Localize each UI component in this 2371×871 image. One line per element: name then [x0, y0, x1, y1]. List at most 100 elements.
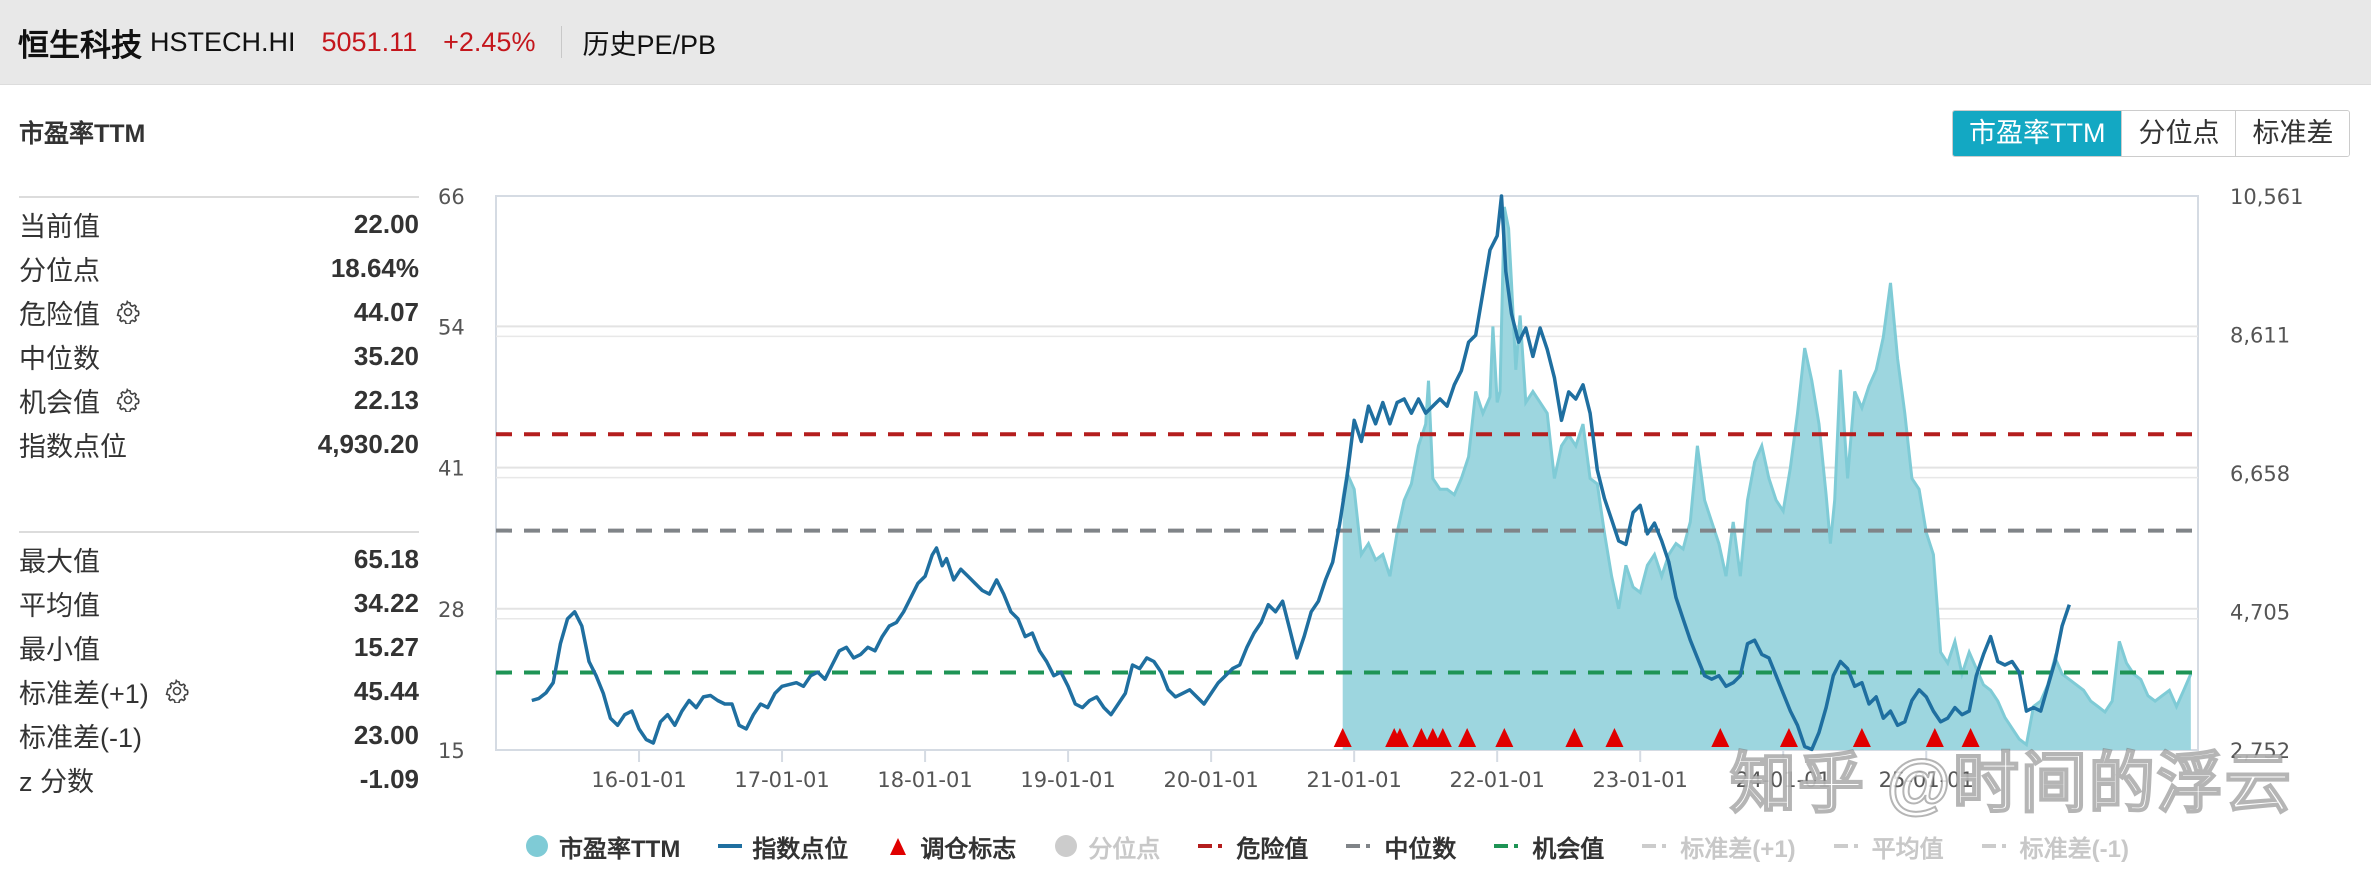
svg-text:21-01-01: 21-01-01	[1306, 768, 1401, 792]
gear-icon[interactable]	[165, 679, 189, 703]
svg-text:28: 28	[438, 598, 465, 622]
svg-text:10,561: 10,561	[2230, 185, 2303, 209]
svg-text:20-01-01: 20-01-01	[1163, 768, 1258, 792]
tab-percentile[interactable]: 分位点	[2121, 111, 2236, 156]
reference-lines	[496, 432, 2198, 675]
stat-value: 34.22	[353, 587, 419, 618]
stat-value: -1.09	[359, 763, 419, 794]
stat-value: 23.00	[353, 719, 419, 750]
svg-text:41: 41	[438, 457, 465, 481]
stat-label: 指数点位	[19, 431, 127, 462]
tab-pe-ttm[interactable]: 市盈率TTM	[1953, 111, 2122, 156]
stat-percentile: 分位点 18.64%	[19, 246, 419, 290]
legend-label: 指数点位	[752, 835, 849, 863]
stat-index-level: 指数点位 4,930.20	[19, 422, 419, 466]
chart-legend: 市盈率TTM 指数点位 调仓标志 分位点 危险值 中位数 机会值 标准差(+1) 平均值 标准差(…	[525, 826, 2167, 866]
svg-text:23-01-01: 23-01-01	[1593, 768, 1688, 792]
stat-value: 15.27	[353, 631, 419, 662]
svg-text:4,705: 4,705	[2230, 601, 2290, 625]
legend-label: 平均值	[1871, 835, 1944, 863]
svg-text:16-01-01: 16-01-01	[591, 768, 686, 792]
triangle-icon	[890, 838, 907, 855]
legend-item-index-level[interactable]: 指数点位	[718, 829, 848, 864]
legend-item-pe-ttm[interactable]: 市盈率TTM	[525, 829, 680, 864]
legend-item-opportunity[interactable]: 机会值	[1494, 829, 1604, 864]
line-icon	[718, 844, 743, 848]
circle-icon	[1055, 835, 1078, 857]
dash-icon	[1346, 844, 1371, 848]
dash-icon	[1198, 844, 1223, 848]
svg-text:54: 54	[438, 315, 465, 339]
stat-value: 45.44	[353, 675, 419, 706]
circle-icon	[526, 835, 548, 857]
gear-icon[interactable]	[116, 300, 140, 324]
gear-icon[interactable]	[116, 388, 140, 412]
svg-text:24-01-01: 24-01-01	[1736, 768, 1831, 792]
stats-divider	[19, 531, 419, 533]
stat-std-plus1: 标准差(+1) 45.44	[19, 669, 419, 713]
stat-label: z 分数	[19, 766, 95, 797]
stat-label: 危险值	[19, 299, 100, 330]
stat-median: 中位数 35.20	[19, 334, 419, 378]
svg-text:8,611: 8,611	[2230, 324, 2290, 348]
svg-text:25-01-01: 25-01-01	[1879, 768, 1974, 792]
chart-axes: 15 28 41 54 66 2,752 4,705 6,658 8,611 10,561 16-0…	[438, 185, 2303, 792]
tab-std-dev[interactable]: 标准差	[2235, 111, 2350, 156]
legend-label: 分位点	[1088, 835, 1161, 863]
stat-value: 65.18	[353, 543, 419, 574]
stat-label: 标准差(+1)	[19, 678, 149, 709]
stat-label: 机会值	[19, 387, 100, 418]
legend-label: 调仓标志	[920, 835, 1017, 863]
stat-current-value: 当前值 22.00	[19, 202, 419, 246]
stat-max: 最大值 65.18	[19, 537, 419, 581]
index-header: 恒生科技 HSTECH.HI 5051.11 +2.45% 历史PE/PB	[0, 0, 2371, 85]
stat-value: 18.64%	[330, 252, 419, 283]
dash-icon	[1494, 844, 1519, 848]
legend-item-std-minus1[interactable]: 标准差(-1)	[1981, 829, 2129, 864]
legend-item-std-plus1[interactable]: 标准差(+1)	[1642, 829, 1796, 864]
legend-label: 机会值	[1532, 835, 1605, 863]
stat-label: 标准差(-1)	[19, 722, 142, 753]
svg-text:15: 15	[438, 739, 465, 763]
legend-label: 标准差(-1)	[2019, 835, 2129, 863]
stat-danger: 危险值 44.07	[19, 290, 419, 334]
stat-opportunity: 机会值 22.13	[19, 378, 419, 422]
stat-label: 当前值	[19, 211, 100, 242]
metric-tabs: 市盈率TTM 分位点 标准差	[1952, 110, 2351, 157]
dash-icon	[1981, 844, 2006, 848]
stat-value: 4,930.20	[317, 428, 419, 459]
stat-value: 44.07	[353, 296, 419, 327]
stat-std-minus1: 标准差(-1) 23.00	[19, 713, 419, 757]
index-name: 恒生科技	[18, 27, 142, 63]
stats-divider	[19, 196, 419, 198]
svg-text:22-01-01: 22-01-01	[1450, 768, 1545, 792]
index-change: +2.45%	[443, 26, 536, 57]
legend-label: 标准差(+1)	[1680, 835, 1796, 863]
legend-label: 市盈率TTM	[559, 835, 681, 863]
legend-item-percentile[interactable]: 分位点	[1054, 829, 1160, 864]
svg-text:18-01-01: 18-01-01	[877, 768, 972, 792]
legend-item-rebalance[interactable]: 调仓标志	[886, 829, 1016, 864]
index-level-line-series	[531, 194, 2071, 752]
stat-value: 35.20	[353, 340, 419, 371]
legend-item-mean[interactable]: 平均值	[1833, 829, 1944, 864]
stat-label: 平均值	[19, 590, 100, 621]
stat-z-score: z 分数 -1.09	[19, 757, 419, 801]
svg-text:17-01-01: 17-01-01	[734, 768, 829, 792]
stat-label: 分位点	[19, 255, 100, 286]
index-code: HSTECH.HI	[150, 26, 296, 57]
pe-ttm-area-series	[1341, 206, 2193, 750]
stat-label: 最大值	[19, 546, 100, 577]
dash-icon	[1833, 844, 1858, 848]
stat-value: 22.13	[353, 384, 419, 415]
index-price: 5051.11	[321, 26, 418, 57]
svg-text:66: 66	[438, 185, 465, 209]
legend-item-median[interactable]: 中位数	[1346, 829, 1456, 864]
svg-text:2,752: 2,752	[2230, 739, 2290, 763]
legend-item-danger[interactable]: 危险值	[1198, 829, 1308, 864]
stat-value: 22.00	[353, 208, 419, 239]
history-pe-pb-link[interactable]: 历史PE/PB	[582, 29, 716, 60]
stats-current: 当前值 22.00 分位点 18.64% 危险值 44.07 中位数 35.20 机会值…	[19, 196, 419, 466]
header-divider	[561, 26, 563, 58]
